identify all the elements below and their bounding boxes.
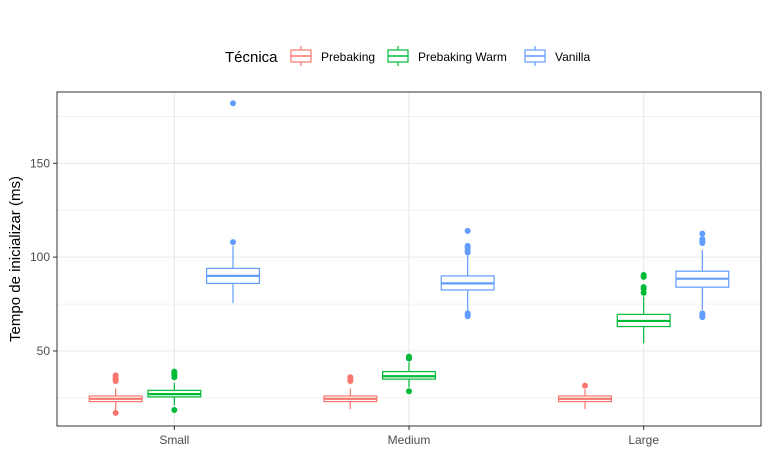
boxplot-vanilla-medium xyxy=(440,227,495,320)
legend-item-vanilla: Vanilla xyxy=(524,46,590,66)
legend-label: Prebaking xyxy=(321,50,375,64)
legend-title: Técnica xyxy=(225,49,278,66)
outlier-point xyxy=(464,242,471,249)
legend-label: Prebaking Warm xyxy=(418,50,507,64)
legend-item-prebaking-warm: Prebaking Warm xyxy=(387,46,507,66)
y-tick-label: 50 xyxy=(37,344,51,358)
outlier-point xyxy=(464,227,471,234)
boxes xyxy=(88,100,730,416)
x-axis: Small Medium Large xyxy=(159,426,659,447)
x-tick-label: Medium xyxy=(388,433,431,447)
outlier-point xyxy=(112,409,119,416)
boxplot-prebaking-small xyxy=(88,372,143,416)
boxplot-prebaking-warm-large xyxy=(616,271,671,344)
legend-item-prebaking: Prebaking xyxy=(290,46,375,66)
x-tick-label: Small xyxy=(159,433,189,447)
outlier-point xyxy=(230,100,236,107)
outlier-point xyxy=(406,353,412,360)
boxplot-prebaking-large xyxy=(557,382,612,410)
outlier-point xyxy=(171,407,178,414)
outlier-point xyxy=(699,230,706,237)
y-tick-label: 150 xyxy=(30,156,50,170)
outlier-point xyxy=(699,310,706,317)
boxplot-vanilla-large xyxy=(675,230,730,321)
y-axis-title: Tempo de inicializar (ms) xyxy=(7,176,24,342)
boxplot-prebaking-medium xyxy=(323,374,378,410)
outlier-point xyxy=(230,239,236,246)
x-tick-label: Large xyxy=(628,433,659,447)
outlier-point xyxy=(464,310,471,317)
outlier-point xyxy=(347,374,354,381)
boxplot-vanilla-small xyxy=(206,100,261,304)
y-tick-label: 100 xyxy=(30,250,50,264)
outlier-point xyxy=(699,236,706,243)
outlier-point xyxy=(112,372,119,379)
outlier-point xyxy=(640,284,647,291)
outlier-point xyxy=(171,368,178,375)
outlier-point xyxy=(406,388,412,395)
outlier-point xyxy=(582,382,588,389)
outlier-point xyxy=(640,271,647,278)
boxplot-prebaking-warm-medium xyxy=(382,353,437,395)
legend: Técnica Prebaking Prebaking Warm Vanilla xyxy=(225,46,590,66)
boxplot-prebaking-warm-small xyxy=(147,368,202,414)
legend-label: Vanilla xyxy=(555,50,590,64)
y-axis: 50 100 150 xyxy=(30,156,57,358)
